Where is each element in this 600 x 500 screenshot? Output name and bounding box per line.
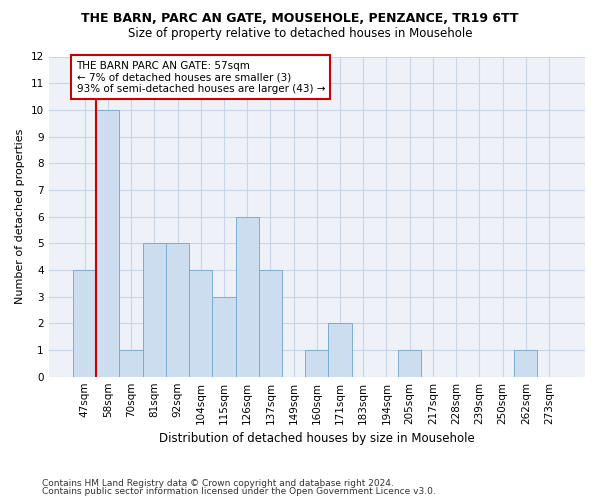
Bar [305,350,328,376]
Bar [398,350,421,376]
Text: Contains HM Land Registry data © Crown copyright and database right 2024.: Contains HM Land Registry data © Crown c… [42,478,394,488]
Bar [514,350,538,376]
Text: THE BARN PARC AN GATE: 57sqm
← 7% of detached houses are smaller (3)
93% of semi: THE BARN PARC AN GATE: 57sqm ← 7% of det… [77,60,325,94]
Bar [212,296,236,376]
Bar [119,350,143,376]
Bar [166,244,189,376]
Bar [189,270,212,376]
Bar [236,216,259,376]
Y-axis label: Number of detached properties: Number of detached properties [15,129,25,304]
Bar [259,270,282,376]
Bar [73,270,96,376]
Bar [143,244,166,376]
Bar [328,324,352,376]
Text: Size of property relative to detached houses in Mousehole: Size of property relative to detached ho… [128,28,472,40]
Bar [96,110,119,376]
X-axis label: Distribution of detached houses by size in Mousehole: Distribution of detached houses by size … [159,432,475,445]
Text: THE BARN, PARC AN GATE, MOUSEHOLE, PENZANCE, TR19 6TT: THE BARN, PARC AN GATE, MOUSEHOLE, PENZA… [81,12,519,26]
Text: Contains public sector information licensed under the Open Government Licence v3: Contains public sector information licen… [42,487,436,496]
